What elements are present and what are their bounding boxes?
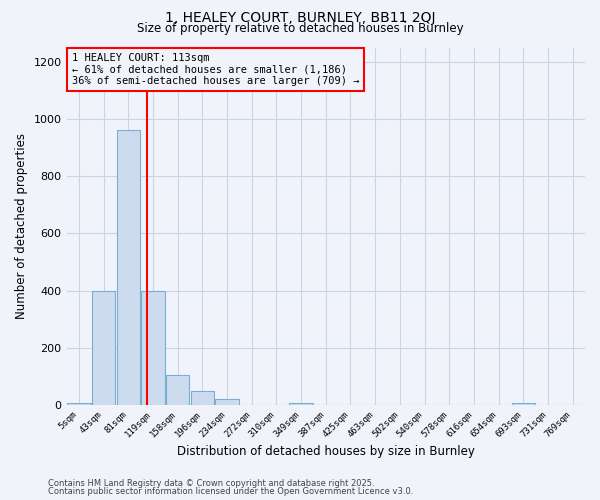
Bar xyxy=(166,375,190,405)
Bar xyxy=(191,390,214,405)
Bar xyxy=(92,290,115,405)
Text: Contains HM Land Registry data © Crown copyright and database right 2025.: Contains HM Land Registry data © Crown c… xyxy=(48,478,374,488)
Text: 1, HEALEY COURT, BURNLEY, BB11 2QJ: 1, HEALEY COURT, BURNLEY, BB11 2QJ xyxy=(165,11,435,25)
X-axis label: Distribution of detached houses by size in Burnley: Distribution of detached houses by size … xyxy=(177,444,475,458)
Bar xyxy=(215,399,239,405)
Y-axis label: Number of detached properties: Number of detached properties xyxy=(15,133,28,319)
Text: Size of property relative to detached houses in Burnley: Size of property relative to detached ho… xyxy=(137,22,463,35)
Text: 1 HEALEY COURT: 113sqm
← 61% of detached houses are smaller (1,186)
36% of semi-: 1 HEALEY COURT: 113sqm ← 61% of detached… xyxy=(72,53,359,86)
Bar xyxy=(289,404,313,405)
Bar xyxy=(116,130,140,405)
Bar xyxy=(512,404,535,405)
Bar xyxy=(141,290,164,405)
Bar xyxy=(67,404,91,405)
Text: Contains public sector information licensed under the Open Government Licence v3: Contains public sector information licen… xyxy=(48,487,413,496)
